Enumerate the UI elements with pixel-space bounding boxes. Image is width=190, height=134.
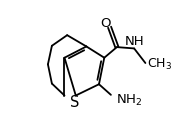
Text: NH: NH [125,35,145,48]
Text: NH$_2$: NH$_2$ [116,93,142,108]
Text: S: S [70,95,79,110]
Text: O: O [100,17,111,30]
Text: CH$_3$: CH$_3$ [147,57,172,72]
